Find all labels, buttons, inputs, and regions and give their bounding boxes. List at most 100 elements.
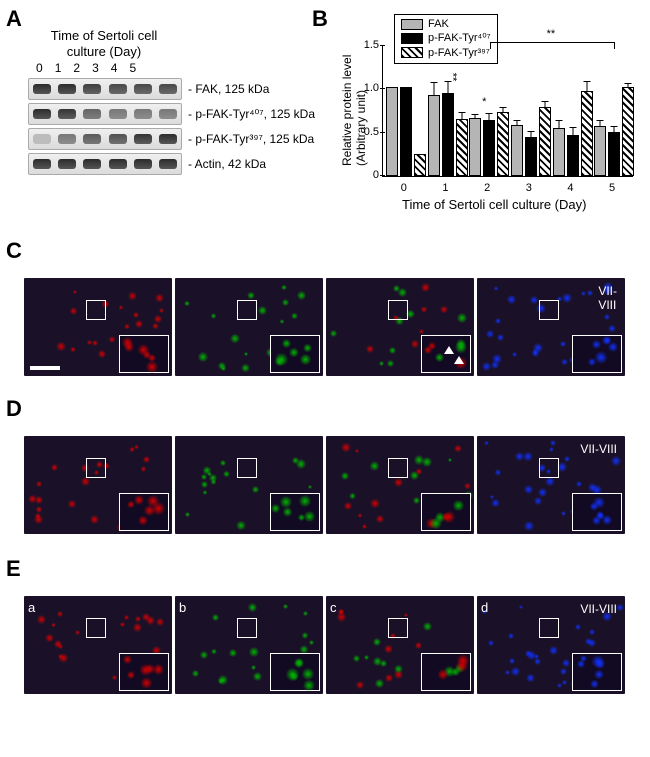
panelB-chart: FAK p-FAK-Tyr⁴⁰⁷ p-FAK-Tyr³⁹⁷ Relative p… xyxy=(382,46,632,176)
micrograph: p-FAK-Tyr³⁹⁷/Arp3 xyxy=(326,436,474,534)
bar xyxy=(400,87,412,176)
inset xyxy=(572,493,622,531)
micrograph: Arp3/DAPI xyxy=(175,278,323,376)
error-bar xyxy=(544,101,545,108)
bar-group xyxy=(553,91,593,176)
western-blot-row xyxy=(28,153,182,175)
bar xyxy=(581,91,593,176)
x-tick: 3 xyxy=(526,182,532,194)
inset xyxy=(421,335,471,373)
blot-band xyxy=(83,84,101,94)
bar-group xyxy=(386,87,426,176)
bar xyxy=(622,87,634,176)
subpanel-letter: a xyxy=(28,600,35,615)
x-tick: 1 xyxy=(442,182,448,194)
error-bar xyxy=(516,120,517,127)
blot-row-label: - FAK, 125 kDa xyxy=(188,82,269,96)
blot-band xyxy=(159,134,177,144)
micrograph: p-FAK-Tyr ⁴⁰⁷/Arp3 xyxy=(326,278,474,376)
inset xyxy=(270,653,320,691)
blot-band xyxy=(33,159,51,169)
inset xyxy=(421,493,471,531)
micrograph: p-FAK-Tyr ³⁹⁷/DAPI xyxy=(24,436,172,534)
plot-area: 00.51.01.5012345***** xyxy=(382,46,633,177)
western-blot-row xyxy=(28,128,182,150)
micrograph: DAPIVII-VIII xyxy=(477,436,625,534)
panelA-day-labels: 0 1 2 3 4 5 xyxy=(36,61,315,75)
inset xyxy=(270,335,320,373)
panel-letter-D: D xyxy=(6,396,22,422)
arrowhead-icon xyxy=(444,346,454,354)
blot-row-label: - p-FAK-Tyr³⁹⁷, 125 kDa xyxy=(188,132,314,146)
subpanel-letter: d xyxy=(481,600,488,615)
bar xyxy=(539,107,551,176)
sig-marker: * xyxy=(482,96,486,108)
roi-box xyxy=(86,300,106,320)
roi-box xyxy=(539,618,559,638)
panelE-row: β1-Integrin/DAPIaArp3/DAPIbβ1-integrin/A… xyxy=(24,596,625,694)
legend-swatch xyxy=(401,19,423,30)
roi-box xyxy=(86,618,106,638)
panelA-blots: - FAK, 125 kDa- p-FAK-Tyr⁴⁰⁷, 125 kDa- p… xyxy=(28,78,315,175)
micrograph: Arp3/DAPI xyxy=(175,436,323,534)
bar-group xyxy=(594,87,634,176)
blot-band xyxy=(134,109,152,119)
error-bar xyxy=(475,114,476,118)
y-tick: 0 xyxy=(351,169,379,181)
bar xyxy=(553,128,565,176)
y-axis-title: Relative protein level(Arbitrary unit) xyxy=(340,55,368,166)
roi-box xyxy=(388,458,408,478)
blot-band xyxy=(134,134,152,144)
bar xyxy=(469,118,481,176)
x-ticks: 012345 xyxy=(383,182,633,194)
inset xyxy=(421,653,471,691)
error-bar xyxy=(530,131,531,138)
blot-band xyxy=(109,159,127,169)
inset xyxy=(572,653,622,691)
y-tick: 1.0 xyxy=(351,82,379,94)
micrograph: p-FAK-Tyr ⁴⁰⁷/DAPI xyxy=(24,278,172,376)
blot-row-label: - Actin, 42 kDa xyxy=(188,157,266,171)
blot-band xyxy=(109,134,127,144)
stage-label: VII- VIII xyxy=(598,284,617,312)
blot-band xyxy=(33,84,51,94)
bar xyxy=(511,125,523,176)
subpanel-letter: b xyxy=(179,600,186,615)
lane-label: 2 xyxy=(73,61,80,75)
bar-group xyxy=(428,93,468,176)
lane-label: 3 xyxy=(92,61,99,75)
blot-band xyxy=(58,159,76,169)
panel-letter-C: C xyxy=(6,238,22,264)
micrograph: DAPIVII-VIIId xyxy=(477,596,625,694)
bar xyxy=(497,112,509,176)
blot-band xyxy=(159,109,177,119)
bar xyxy=(428,95,440,176)
legend-label: p-FAK-Tyr⁴⁰⁷ xyxy=(428,31,491,45)
micrograph: β1-Integrin/DAPIa xyxy=(24,596,172,694)
roi-box xyxy=(237,618,257,638)
error-bar xyxy=(614,126,615,134)
blot-band xyxy=(134,84,152,94)
arrowhead-icon xyxy=(454,356,464,364)
bar-group xyxy=(469,112,509,176)
blot-band xyxy=(109,84,127,94)
roi-box xyxy=(237,458,257,478)
bar xyxy=(456,119,468,176)
lane-label: 0 xyxy=(36,61,43,75)
legend-label: FAK xyxy=(428,17,449,31)
sig-marker: ** xyxy=(446,72,458,81)
bar xyxy=(525,137,537,176)
x-axis-title: Time of Sertoli cell culture (Day) xyxy=(402,197,586,212)
lane-label: 4 xyxy=(111,61,118,75)
sig-bracket xyxy=(490,42,615,43)
error-bar xyxy=(572,127,573,136)
blot-band xyxy=(33,109,51,119)
error-bar xyxy=(433,82,434,96)
blot-band xyxy=(109,109,127,119)
blot-band xyxy=(58,109,76,119)
panelA-title: Time of Sertoli cellculture (Day) xyxy=(28,28,180,59)
lane-label: 1 xyxy=(55,61,62,75)
error-bar xyxy=(489,113,490,121)
roi-box xyxy=(539,458,559,478)
panel-letter-A: A xyxy=(6,6,22,32)
